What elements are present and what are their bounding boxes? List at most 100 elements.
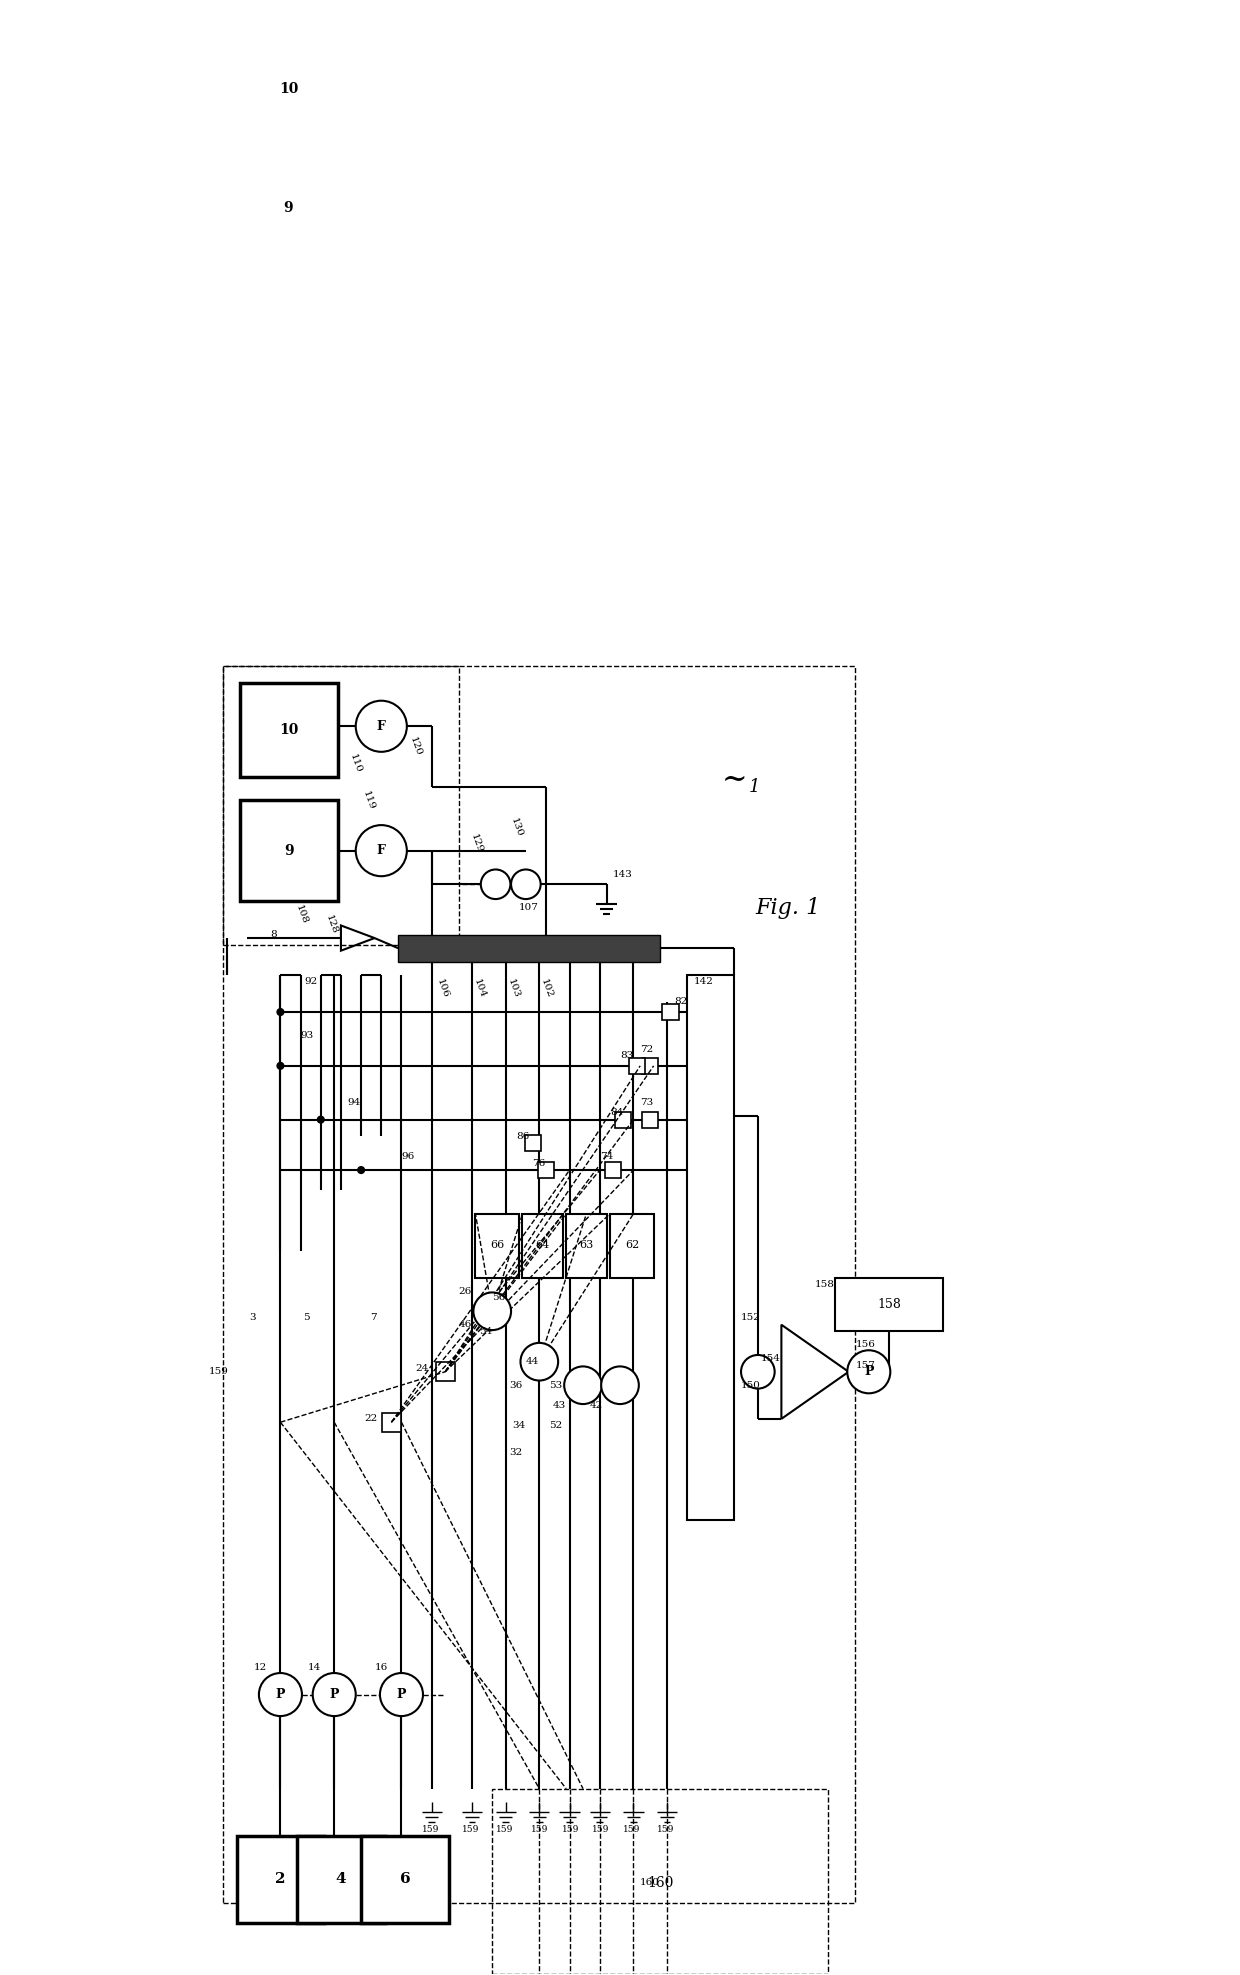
Bar [223, 666, 856, 1904]
Circle shape [312, 1673, 356, 1716]
Text: 22: 22 [365, 1414, 378, 1424]
Text: 72: 72 [640, 1045, 653, 1053]
Text: 53: 53 [549, 1381, 563, 1390]
Text: P: P [864, 1365, 873, 1379]
Text: 92: 92 [304, 978, 317, 986]
Bar [615, 1112, 631, 1128]
Text: 56: 56 [492, 1294, 506, 1302]
Text: 82: 82 [673, 997, 687, 1007]
Text: 46: 46 [459, 1319, 472, 1329]
Text: 26: 26 [459, 1286, 472, 1296]
Text: P: P [275, 1689, 285, 1700]
Text: 150: 150 [742, 1381, 761, 1390]
Circle shape [379, 1673, 423, 1716]
Bar [522, 1215, 563, 1278]
Text: 102: 102 [539, 978, 554, 999]
Text: 9: 9 [284, 843, 294, 857]
Circle shape [847, 1351, 890, 1392]
Bar [567, 1215, 606, 1278]
Text: F: F [377, 843, 386, 857]
Bar [223, 666, 459, 944]
Text: 6: 6 [399, 1872, 410, 1886]
Text: 106: 106 [435, 978, 450, 999]
Bar [642, 1112, 658, 1128]
Text: 9: 9 [284, 201, 294, 215]
Text: ~: ~ [722, 764, 746, 796]
Circle shape [317, 1116, 324, 1124]
Text: 158: 158 [815, 1280, 835, 1290]
Bar [525, 1136, 541, 1151]
Text: 64: 64 [536, 1240, 549, 1250]
Text: 130: 130 [510, 816, 525, 837]
Bar [398, 934, 661, 962]
Circle shape [277, 1063, 284, 1068]
Text: 63: 63 [579, 1240, 594, 1250]
Text: 32: 32 [510, 1448, 522, 1458]
Bar [538, 1161, 554, 1179]
Text: 159: 159 [463, 1825, 480, 1833]
Bar [662, 1003, 678, 1021]
Text: 107: 107 [520, 903, 539, 912]
Bar [382, 1412, 401, 1432]
Bar [610, 1215, 653, 1278]
Text: 24: 24 [415, 1365, 428, 1373]
Text: 16: 16 [374, 1663, 388, 1673]
Bar [298, 1837, 384, 1924]
Text: P: P [397, 1689, 407, 1700]
Text: 86: 86 [516, 1132, 529, 1142]
Text: Fig. 1: Fig. 1 [755, 897, 821, 918]
Bar [241, 683, 337, 776]
Text: 156: 156 [856, 1341, 875, 1349]
Text: 83: 83 [620, 1051, 634, 1061]
Text: 159: 159 [531, 1825, 548, 1833]
Text: 84: 84 [610, 1108, 624, 1118]
Text: 96: 96 [402, 1151, 414, 1161]
Text: 158: 158 [877, 1298, 901, 1311]
Bar [836, 1278, 942, 1331]
Text: 128: 128 [324, 914, 340, 936]
Text: 10: 10 [279, 83, 298, 97]
Text: 44: 44 [526, 1357, 539, 1367]
Text: 5: 5 [303, 1313, 309, 1323]
Circle shape [259, 1673, 303, 1716]
Text: 159: 159 [496, 1825, 513, 1833]
Text: 119: 119 [361, 790, 377, 812]
Text: 4: 4 [336, 1872, 346, 1886]
Circle shape [601, 1367, 639, 1404]
Text: 160: 160 [640, 1878, 660, 1888]
Text: 160: 160 [647, 1876, 673, 1890]
Text: 93: 93 [300, 1031, 314, 1041]
Text: 157: 157 [856, 1361, 875, 1369]
Text: 12: 12 [253, 1663, 267, 1673]
Text: 52: 52 [549, 1422, 563, 1430]
Text: 143: 143 [614, 869, 634, 879]
Circle shape [481, 869, 511, 899]
Text: 43: 43 [553, 1400, 565, 1410]
Bar [492, 1789, 828, 1973]
Text: 159: 159 [208, 1367, 228, 1377]
Circle shape [511, 869, 541, 899]
Text: 73: 73 [640, 1098, 653, 1108]
Bar [361, 1837, 449, 1924]
Text: 154: 154 [761, 1353, 781, 1363]
Text: 159: 159 [657, 1825, 675, 1833]
Bar [605, 1161, 621, 1179]
Circle shape [358, 1167, 365, 1173]
Bar [687, 976, 734, 1519]
Circle shape [356, 826, 407, 877]
Text: 142: 142 [694, 978, 714, 986]
Text: P: P [330, 1689, 339, 1700]
Text: 103: 103 [506, 978, 521, 999]
Text: 159: 159 [624, 1825, 641, 1833]
Text: 54: 54 [479, 1327, 492, 1335]
Circle shape [564, 1367, 601, 1404]
Text: 159: 159 [422, 1825, 439, 1833]
Bar [629, 1059, 645, 1074]
Circle shape [356, 701, 407, 752]
Bar [237, 1837, 324, 1924]
Text: 62: 62 [625, 1240, 640, 1250]
Text: 2: 2 [275, 1872, 285, 1886]
Circle shape [521, 1343, 558, 1381]
Text: F: F [377, 719, 386, 733]
Bar [475, 1215, 520, 1278]
